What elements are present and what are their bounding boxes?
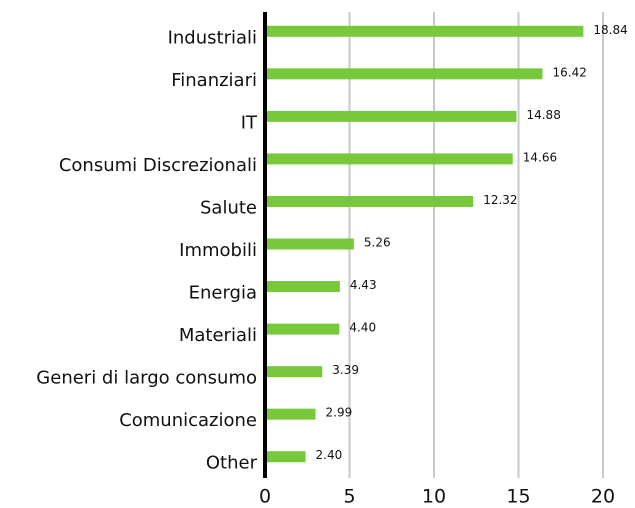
bar [265,451,306,463]
value-label: 5.26 [364,236,391,250]
bar [265,323,340,335]
value-label: 2.40 [316,448,343,462]
value-label: 3.39 [332,363,359,377]
y-tick-label: Materiali [179,325,257,346]
value-label: 14.88 [526,108,560,122]
x-tick-label: 20 [591,486,615,508]
bar [265,110,517,122]
y-tick-label: Consumi Discrezionali [59,155,257,176]
y-tick-label: Other [206,453,258,474]
value-label: 2.99 [326,406,353,420]
y-tick-label: Immobili [179,240,257,261]
value-label: 16.42 [552,65,586,79]
value-label: 4.43 [350,278,377,292]
bar [265,153,513,165]
y-tick-label: Salute [200,197,257,218]
value-label: 18.84 [593,23,627,37]
bar [265,366,323,378]
y-tick-label: IT [241,112,258,133]
bar [265,281,340,293]
y-tick-label: Energia [189,283,257,304]
y-tick-label: Industriali [168,27,257,48]
y-tick-label: Comunicazione [119,410,257,431]
x-tick-label: 0 [259,486,271,508]
value-label: 4.40 [349,321,376,335]
y-tick-label: Finanziari [171,70,257,91]
bar [265,238,354,250]
bar [265,408,316,420]
bar [265,25,584,37]
bar [265,195,474,207]
value-label: 12.32 [483,193,517,207]
bar [265,68,543,80]
x-tick-label: 5 [343,486,355,508]
x-tick-label: 10 [422,486,446,508]
x-tick-label: 15 [506,486,530,508]
value-label: 14.66 [523,150,557,164]
y-tick-label: Generi di largo consumo [36,368,257,389]
